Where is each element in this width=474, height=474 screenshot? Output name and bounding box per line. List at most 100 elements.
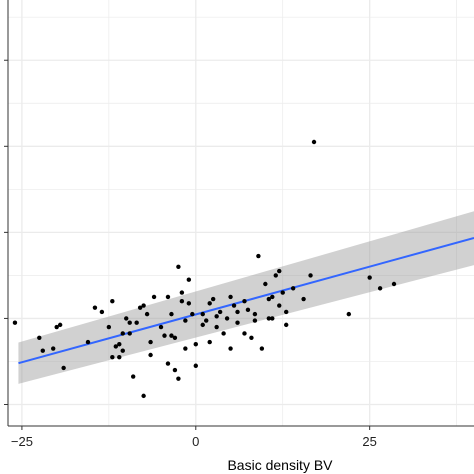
data-point xyxy=(110,354,115,360)
data-point xyxy=(270,294,275,300)
data-point xyxy=(245,307,251,313)
data-point xyxy=(290,286,296,291)
data-point xyxy=(183,318,188,323)
data-point xyxy=(200,322,205,328)
data-point xyxy=(179,290,185,295)
data-point xyxy=(57,322,63,328)
data-point xyxy=(141,303,146,308)
data-point xyxy=(134,320,139,325)
tick-labels: −25 0 25 xyxy=(11,434,377,449)
data-point xyxy=(165,294,171,300)
data-point xyxy=(190,311,195,317)
data-point xyxy=(311,139,317,145)
data-point xyxy=(92,305,98,310)
confidence-band-layer xyxy=(18,211,474,384)
data-point xyxy=(144,311,150,317)
data-point xyxy=(99,309,105,315)
data-point xyxy=(266,296,272,302)
x-axis-title: Basic density BV xyxy=(227,457,333,473)
data-point xyxy=(186,301,192,306)
data-point xyxy=(367,275,372,280)
data-point xyxy=(263,281,268,287)
data-point xyxy=(186,277,192,282)
data-point xyxy=(284,309,289,315)
data-point xyxy=(224,316,230,321)
data-point xyxy=(85,339,91,345)
data-point xyxy=(148,339,153,345)
data-point xyxy=(162,333,167,338)
data-point xyxy=(127,320,132,325)
data-point xyxy=(284,322,289,328)
data-point xyxy=(256,253,261,259)
axes xyxy=(4,0,474,430)
data-point xyxy=(158,324,164,330)
data-point xyxy=(106,324,112,330)
data-point xyxy=(176,376,181,381)
data-point xyxy=(165,361,171,366)
x-tick-label: −25 xyxy=(11,434,33,449)
data-point xyxy=(252,311,258,317)
data-point xyxy=(176,264,181,269)
data-point xyxy=(172,335,178,340)
data-point xyxy=(217,309,223,315)
data-point xyxy=(12,320,18,325)
data-point xyxy=(193,342,198,347)
x-tick-label: 0 xyxy=(192,434,199,449)
data-point xyxy=(61,365,66,371)
points-layer xyxy=(12,139,397,399)
data-point xyxy=(301,296,306,302)
data-point xyxy=(235,320,240,325)
data-point xyxy=(277,303,282,308)
data-point xyxy=(117,354,122,360)
data-point xyxy=(214,314,219,319)
data-point xyxy=(242,331,247,336)
data-point xyxy=(228,346,233,351)
grid-lines xyxy=(8,0,474,426)
data-point xyxy=(40,348,45,353)
data-point xyxy=(210,296,216,302)
data-point xyxy=(377,286,383,291)
data-point xyxy=(277,268,282,274)
data-point xyxy=(204,318,209,323)
data-point xyxy=(127,331,132,336)
data-point xyxy=(391,281,397,287)
data-point xyxy=(273,273,278,278)
data-point xyxy=(214,324,219,330)
data-point xyxy=(51,346,56,351)
data-point xyxy=(179,299,185,304)
x-tick-label: 25 xyxy=(362,434,376,449)
data-point xyxy=(207,339,212,345)
data-point xyxy=(37,335,42,340)
data-point xyxy=(308,273,313,278)
data-point xyxy=(249,335,254,340)
data-point xyxy=(130,374,136,379)
data-point xyxy=(266,316,272,321)
data-point xyxy=(141,393,146,399)
data-point xyxy=(242,299,247,304)
confidence-band xyxy=(18,211,474,384)
data-point xyxy=(270,316,275,321)
data-point xyxy=(280,290,285,295)
data-point xyxy=(231,303,237,308)
data-point xyxy=(169,333,174,338)
data-point xyxy=(172,367,178,373)
data-point xyxy=(151,294,157,300)
data-point xyxy=(235,309,240,315)
data-point xyxy=(113,344,119,349)
data-point xyxy=(207,301,212,306)
data-point xyxy=(346,311,352,317)
data-point xyxy=(124,316,129,321)
data-point xyxy=(120,331,125,336)
data-point xyxy=(252,318,258,323)
data-point xyxy=(193,363,198,368)
data-point xyxy=(54,324,59,330)
data-point xyxy=(169,311,174,317)
data-point xyxy=(110,299,115,304)
data-point xyxy=(221,331,226,336)
data-point xyxy=(200,311,205,317)
data-point xyxy=(183,346,188,351)
data-point xyxy=(117,342,122,347)
data-point xyxy=(259,346,265,351)
data-point xyxy=(228,294,233,300)
